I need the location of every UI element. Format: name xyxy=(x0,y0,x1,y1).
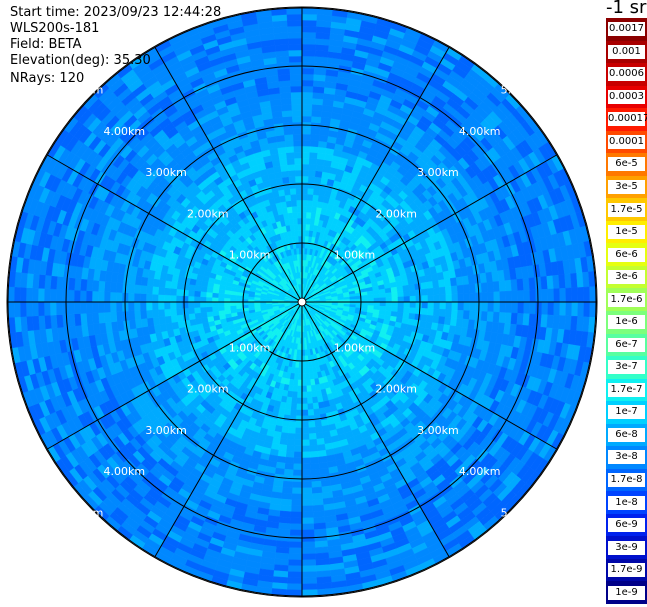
colorbar-swatch: 6e-7 xyxy=(606,333,647,357)
colorbar-label: 0.0006 xyxy=(608,67,645,82)
colorbar-label: 6e-5 xyxy=(608,157,645,172)
colorbar-swatch: 1.7e-9 xyxy=(606,558,647,582)
colorbar-swatch: 1e-8 xyxy=(606,491,647,515)
range-ring xyxy=(6,6,598,598)
range-label: 1.00km xyxy=(334,341,376,354)
colorbar-label: 1e-5 xyxy=(608,225,645,240)
range-label: 4.00km xyxy=(459,125,501,138)
scan-bins xyxy=(7,7,597,597)
colorbar-label: 1.7e-7 xyxy=(608,382,645,397)
range-label: 4.00km xyxy=(104,465,146,478)
colorbar-unit: -1 sr xyxy=(606,0,647,18)
colorbar-swatch: 0.0003 xyxy=(606,85,647,109)
colorbar-label: 0.0017 xyxy=(608,22,645,37)
azimuth-spoke xyxy=(301,301,557,450)
colorbar-swatch: 3e-9 xyxy=(606,536,647,560)
colorbar-label: 3e-5 xyxy=(608,180,645,195)
colorbar-swatch: 3e-7 xyxy=(606,356,647,380)
azimuth-spoke xyxy=(47,301,303,450)
range-label: 3.00km xyxy=(145,166,187,179)
colorbar-swatch: 1.7e-6 xyxy=(606,288,647,312)
colorbar-swatch: 6e-5 xyxy=(606,153,647,177)
nrays-label: NRays: 120 xyxy=(10,71,85,86)
range-label: 1.00km xyxy=(229,341,271,354)
azimuth-spokes xyxy=(8,8,596,596)
range-label: 4.00km xyxy=(104,125,146,138)
instrument-label: WLS200s-181 xyxy=(10,21,100,36)
colorbar: 0.0017 0.001 0.0006 0.0003 0.00017 0.0001 6e-5… xyxy=(606,18,647,605)
colorbar-label: 0.0003 xyxy=(608,89,645,104)
colorbar-swatch: 0.00017 xyxy=(606,108,647,132)
colorbar-swatch: 1e-5 xyxy=(606,220,647,244)
colorbar-label: 0.00017 xyxy=(608,112,647,127)
range-label: 1.00km xyxy=(229,249,271,262)
colorbar-label: 1.7e-5 xyxy=(608,202,645,217)
colorbar-swatch: 0.0017 xyxy=(606,18,647,41)
range-label: 4.00km xyxy=(459,465,501,478)
field-label: Field: BETA xyxy=(10,37,82,52)
azimuth-spoke xyxy=(47,154,303,303)
azimuth-spoke xyxy=(154,47,303,303)
radar-center xyxy=(297,297,307,307)
azimuth-spoke xyxy=(301,301,450,557)
colorbar-swatch: 6e-6 xyxy=(606,243,647,267)
colorbar-label: 1e-7 xyxy=(608,405,645,420)
colorbar-label: 3e-7 xyxy=(608,360,645,375)
range-label: 2.00km xyxy=(187,383,229,396)
range-label: 2.00km xyxy=(187,207,229,220)
colorbar-swatch: 1.7e-8 xyxy=(606,468,647,492)
start-time-label: Start time: 2023/09/23 12:44:28 xyxy=(10,5,222,20)
colorbar-swatch: 3e-8 xyxy=(606,446,647,470)
colorbar-label: 6e-7 xyxy=(608,337,645,352)
colorbar-label: 1e-9 xyxy=(608,585,645,600)
colorbar-label: 1.7e-8 xyxy=(608,473,645,488)
colorbar-swatch: 1e-9 xyxy=(606,581,647,605)
colorbar-swatch: 1e-7 xyxy=(606,401,647,425)
colorbar-swatch: 3e-6 xyxy=(606,265,647,289)
azimuth-spoke xyxy=(301,154,557,303)
colorbar-swatch: 6e-9 xyxy=(606,513,647,537)
colorbar-label: 0.001 xyxy=(608,44,645,59)
colorbar-swatch: 3e-5 xyxy=(606,175,647,199)
colorbar-label: 1e-8 xyxy=(608,495,645,510)
colorbar-label: 6e-6 xyxy=(608,247,645,262)
elevation-label: Elevation(deg): 35.30 xyxy=(10,53,151,68)
range-label: 5.00km xyxy=(501,84,543,97)
colorbar-label: 3e-6 xyxy=(608,270,645,285)
colorbar-swatch: 1e-6 xyxy=(606,311,647,334)
colorbar-label: 3e-9 xyxy=(608,540,645,555)
azimuth-spoke xyxy=(301,47,450,303)
range-label: 3.00km xyxy=(417,166,459,179)
colorbar-label: 6e-8 xyxy=(608,427,645,442)
colorbar-swatch: 0.001 xyxy=(606,40,647,64)
colorbar-label: 1.7e-9 xyxy=(608,563,645,578)
colorbar-swatch: 6e-8 xyxy=(606,423,647,447)
range-label: 5.00km xyxy=(62,84,104,97)
range-label: 1.00km xyxy=(334,249,376,262)
colorbar-swatch: 1.7e-5 xyxy=(606,198,647,222)
colorbar-label: 1.7e-6 xyxy=(608,292,645,307)
colorbar-swatch: 0.0006 xyxy=(606,63,647,87)
colorbar-label: 3e-8 xyxy=(608,450,645,465)
colorbar-label: 1e-6 xyxy=(608,315,645,330)
range-label: 3.00km xyxy=(145,424,187,437)
range-label: 5.00km xyxy=(62,507,104,520)
range-label: 2.00km xyxy=(375,383,417,396)
range-label: 5.00km xyxy=(501,507,543,520)
range-label: 2.00km xyxy=(375,207,417,220)
range-labels: 1.00km 1.00km 1.00km 1.00km 2.00km 2.00km 2.00… xyxy=(62,84,542,520)
colorbar-swatch: 0.0001 xyxy=(606,130,647,154)
colorbar-label: 6e-9 xyxy=(608,518,645,533)
colorbar-swatch: 1.7e-7 xyxy=(606,378,647,402)
colorbar-label: 0.0001 xyxy=(608,134,645,149)
range-label: 3.00km xyxy=(417,424,459,437)
azimuth-spoke xyxy=(154,301,303,557)
